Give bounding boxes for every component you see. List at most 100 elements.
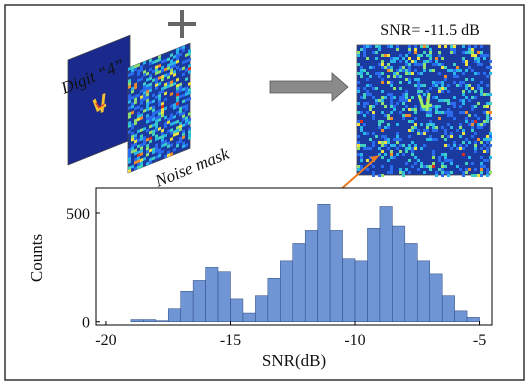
noise-pixel (447, 144, 450, 147)
noise-pixel (408, 135, 411, 138)
noise-pixel (390, 66, 393, 69)
bar (441, 295, 455, 322)
noise-pixel (366, 159, 369, 162)
noise-pixel (423, 171, 426, 174)
noise-pixel (402, 96, 405, 99)
noise-pixel (444, 78, 447, 81)
noise-pixel (465, 78, 468, 81)
noise-pixel (137, 159, 140, 164)
noise-pixel (366, 93, 369, 96)
noise-pixel (173, 132, 176, 137)
noise-pixel (426, 138, 429, 141)
plus-sign (168, 10, 196, 38)
noise-pixel (161, 134, 164, 139)
noise-pixel (408, 114, 411, 117)
noise-pixel (444, 156, 447, 159)
noise-pixel (128, 156, 131, 161)
noise-pixel (357, 141, 360, 144)
noise-pixel (179, 52, 182, 57)
noise-pixel (477, 87, 480, 90)
noise-pixel (462, 45, 465, 48)
noise-pixel (143, 138, 146, 143)
noise-pixel (390, 84, 393, 87)
noise-pixel (134, 67, 137, 72)
noise-pixel (384, 105, 387, 108)
noise-pixel (188, 51, 191, 56)
noise-pixel (185, 142, 188, 148)
noise-pixel (170, 142, 173, 148)
noise-pixel (140, 67, 143, 73)
noise-pixel (480, 63, 483, 66)
noise-pixel (462, 147, 465, 150)
noise-pixel (396, 132, 399, 135)
noise-pixel (489, 60, 492, 63)
noise-pixel (393, 156, 396, 159)
noise-pixel (438, 72, 441, 75)
noise-pixel (143, 81, 146, 86)
noise-pixel (390, 168, 393, 171)
noise-pixel (182, 105, 185, 110)
noise-pixel (393, 60, 396, 63)
noise-pixel (152, 117, 155, 122)
noise-pixel (182, 48, 185, 53)
noise-pixel (363, 48, 366, 51)
noise-pixel (372, 114, 375, 117)
illustration (67, 10, 492, 207)
noise-pixel (360, 48, 363, 51)
noise-pixel (357, 123, 360, 126)
noise-pixel (140, 97, 143, 103)
noise-pixel (474, 45, 477, 48)
noise-pixel (444, 171, 447, 174)
noise-pixel (480, 54, 483, 57)
noise-pixel (176, 125, 179, 130)
noise-pixel (414, 111, 417, 114)
noise-pixel (480, 174, 483, 177)
noise-pixel (131, 104, 134, 109)
noise-pixel (396, 69, 399, 72)
noise-pixel (155, 148, 158, 154)
noise-pixel (462, 102, 465, 105)
noise-pixel (486, 159, 489, 162)
noise-pixel (176, 47, 179, 52)
noise-pixel (140, 100, 143, 106)
noise-pixel (453, 48, 456, 51)
noise-pixel (429, 108, 432, 111)
noise-pixel (185, 106, 188, 112)
noise-pixel (477, 102, 480, 105)
noise-pixel (414, 147, 417, 150)
noise-pixel (426, 90, 429, 93)
noise-pixel (164, 121, 167, 126)
noise-pixel (486, 102, 489, 105)
noise-pixel (438, 45, 441, 48)
noise-pixel (408, 57, 411, 60)
noise-pixel (164, 97, 167, 102)
noise-pixel (170, 52, 173, 58)
noise-pixel (378, 75, 381, 78)
y-tick-label: 500 (66, 206, 90, 223)
noise-pixel (450, 51, 453, 54)
noise-pixel (372, 105, 375, 108)
noise-pixel (369, 105, 372, 108)
noise-pixel (158, 126, 161, 131)
noise-pixel (158, 57, 161, 62)
noise-pixel (173, 147, 176, 152)
axes-box (95, 187, 493, 326)
noise-pixel (417, 57, 420, 60)
noise-pixel (489, 66, 492, 69)
noise-pixel (405, 96, 408, 99)
noise-pixel (387, 117, 390, 120)
noise-pixel (435, 105, 438, 108)
noise-pixel (134, 64, 137, 69)
noise-pixel (161, 101, 164, 106)
noise-pixel (486, 114, 489, 117)
noise-pixel (462, 93, 465, 96)
noise-pixel (486, 105, 489, 108)
noise-pixel (188, 57, 191, 62)
noise-pixel (164, 142, 167, 147)
noise-pixel (477, 174, 480, 177)
arrow (269, 72, 349, 102)
bar (242, 312, 256, 322)
noise-pixel (384, 144, 387, 147)
noise-pixel (140, 106, 143, 112)
noise-pixel (372, 117, 375, 120)
